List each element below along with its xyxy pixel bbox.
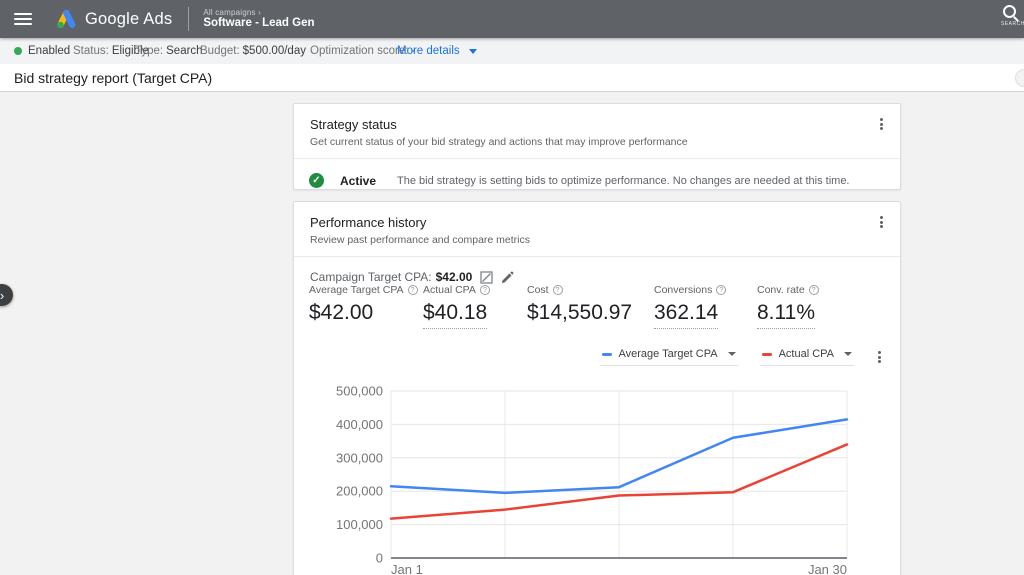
svg-text:0: 0 xyxy=(376,551,383,566)
help-icon[interactable]: ? xyxy=(408,285,418,295)
chevron-down-icon xyxy=(728,352,736,356)
strategy-active-row: ✓ Active The bid strategy is setting bid… xyxy=(309,173,900,188)
card-divider xyxy=(294,256,900,257)
card-subtitle: Get current status of your bid strategy … xyxy=(310,136,884,148)
metric-value[interactable]: 362.14 xyxy=(654,301,718,329)
metric-label: Cost? xyxy=(527,284,632,296)
card-title: Strategy status xyxy=(310,117,884,132)
target-cpa-value: $42.00 xyxy=(436,270,473,284)
help-icon[interactable]: ? xyxy=(480,285,490,295)
card-divider xyxy=(294,158,900,159)
metric-column: Conv. rate? 8.11% xyxy=(757,284,819,329)
metric-value[interactable]: $40.18 xyxy=(423,301,487,329)
search-label: SEARCH xyxy=(1001,21,1024,27)
type-field: Type: Search xyxy=(135,38,203,64)
metric-value[interactable]: 8.11% xyxy=(757,301,815,329)
help-icon[interactable]: ? xyxy=(553,285,563,295)
enabled-label: Enabled xyxy=(28,45,70,57)
legend-item-series2[interactable]: Actual CPA xyxy=(760,348,854,366)
metric-column: Cost? $14,550.97 xyxy=(527,284,632,328)
metric-label: Conversions? xyxy=(654,284,726,296)
svg-text:Jan 1: Jan 1 xyxy=(391,562,423,575)
hamburger-menu-icon[interactable] xyxy=(14,13,32,25)
metric-column: Average Target CPA? $42.00 xyxy=(309,284,418,328)
legend-swatch-red xyxy=(762,353,772,356)
status-description: The bid strategy is setting bids to opti… xyxy=(397,175,849,187)
kebab-menu-icon[interactable] xyxy=(874,116,888,132)
kebab-menu-icon[interactable] xyxy=(874,214,888,230)
search-button[interactable]: SEARCH xyxy=(1001,5,1024,27)
help-icon[interactable]: ? xyxy=(809,285,819,295)
card-subtitle: Review past performance and compare metr… xyxy=(310,234,884,246)
campaign-status-bar: Enabled Status: Eligible Type: Search Bu… xyxy=(0,38,1024,64)
chart-kebab-menu-icon[interactable] xyxy=(872,349,886,365)
product-name: Google Ads xyxy=(85,10,172,29)
metric-column: Actual CPA? $40.18 xyxy=(423,284,490,329)
search-icon xyxy=(1003,5,1016,18)
svg-text:400,000: 400,000 xyxy=(336,417,383,432)
google-ads-app: Google Ads All campaigns › Software - Le… xyxy=(0,0,1024,575)
help-icon[interactable]: ? xyxy=(716,285,726,295)
breadcrumb[interactable]: All campaigns › Software - Lead Gen xyxy=(203,8,314,30)
check-circle-icon: ✓ xyxy=(309,173,324,188)
titlebar: Bid strategy report (Target CPA) xyxy=(0,64,1024,92)
svg-text:500,000: 500,000 xyxy=(336,384,383,399)
svg-text:Jan 30: Jan 30 xyxy=(808,562,847,575)
metric-value: $42.00 xyxy=(309,301,373,328)
campaign-name: Software - Lead Gen xyxy=(203,17,314,30)
legend-item-series1[interactable]: Average Target CPA xyxy=(600,348,738,366)
svg-text:300,000: 300,000 xyxy=(336,450,383,465)
chevron-right-icon: › xyxy=(0,288,4,303)
google-ads-logo[interactable] xyxy=(54,9,76,29)
chevron-down-icon xyxy=(469,49,477,54)
page-title: Bid strategy report (Target CPA) xyxy=(14,70,212,86)
card-title: Performance history xyxy=(310,215,884,230)
help-button-partial[interactable] xyxy=(1015,69,1024,87)
metric-label: Actual CPA? xyxy=(423,284,490,296)
performance-chart[interactable]: 0 100,000 200,000 300,000 400,000 500,000 Jan … xyxy=(294,379,902,575)
chevron-down-icon xyxy=(844,352,852,356)
topbar: Google Ads All campaigns › Software - Le… xyxy=(0,0,1024,38)
performance-history-card: Performance history Review past performa… xyxy=(293,201,901,575)
edit-pencil-icon[interactable] xyxy=(501,271,514,284)
metric-label: Conv. rate? xyxy=(757,284,819,296)
history-chart-icon[interactable] xyxy=(480,271,493,284)
strategy-status-card: Strategy status Get current status of yo… xyxy=(293,103,901,190)
target-cpa-row: Campaign Target CPA: $42.00 xyxy=(310,270,900,284)
metric-value: $14,550.97 xyxy=(527,301,632,328)
topbar-divider xyxy=(188,7,189,31)
metric-label: Average Target CPA? xyxy=(309,284,418,296)
breadcrumb-path[interactable]: All campaigns › xyxy=(203,8,314,17)
status-chip-enabled[interactable]: Enabled xyxy=(14,38,70,64)
status-active-label: Active xyxy=(340,174,376,188)
more-details-link[interactable]: More details xyxy=(397,38,477,64)
target-cpa-label: Campaign Target CPA: xyxy=(310,270,432,284)
metric-column: Conversions? 362.14 xyxy=(654,284,726,329)
svg-text:100,000: 100,000 xyxy=(336,517,383,532)
svg-text:200,000: 200,000 xyxy=(336,484,383,499)
legend-swatch-blue xyxy=(602,353,612,356)
enabled-dot-icon xyxy=(14,47,22,55)
budget-field[interactable]: Budget: $500.00/day xyxy=(200,38,306,64)
chart-legend: Average Target CPA Actual CPA xyxy=(600,348,887,366)
